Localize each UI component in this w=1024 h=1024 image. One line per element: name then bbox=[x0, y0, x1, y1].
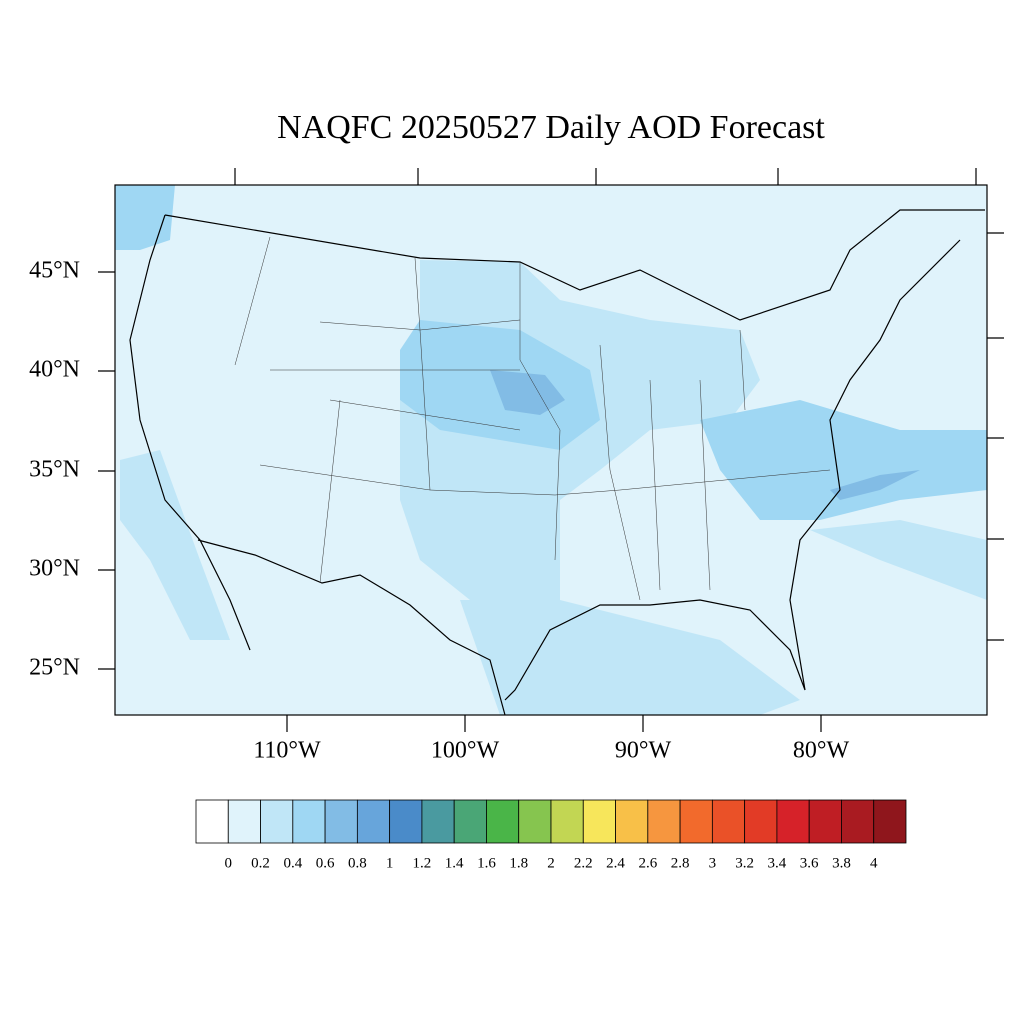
colorbar-box bbox=[227, 799, 261, 844]
map-frame bbox=[114, 184, 988, 716]
colorbar-box bbox=[389, 799, 423, 844]
aod-region bbox=[700, 400, 987, 520]
map bbox=[114, 184, 988, 716]
aod-region bbox=[115, 185, 175, 250]
longitude-label: 100°W bbox=[431, 738, 500, 764]
latitude-label: 30°N bbox=[29, 556, 80, 582]
colorbar-label: 1 bbox=[386, 855, 394, 871]
colorbar-label: 3.8 bbox=[832, 855, 851, 871]
aod-region bbox=[460, 600, 800, 715]
colorbar-box bbox=[453, 799, 487, 844]
aod-region bbox=[490, 370, 565, 415]
longitude-label: 110°W bbox=[253, 738, 321, 764]
colorbar-box bbox=[195, 799, 229, 844]
colorbar-box bbox=[841, 799, 875, 844]
colorbar-label: 3.2 bbox=[735, 855, 754, 871]
colorbar-label: 2.8 bbox=[671, 855, 690, 871]
latitude-label: 45°N bbox=[29, 258, 80, 284]
colorbar-box bbox=[324, 799, 358, 844]
latitude-label: 40°N bbox=[29, 357, 80, 383]
colorbar-box bbox=[356, 799, 391, 844]
colorbar-label: 3.6 bbox=[800, 855, 819, 871]
latitude-label: 25°N bbox=[29, 655, 80, 681]
colorbar-box bbox=[776, 799, 810, 844]
colorbar-label: 2 bbox=[547, 855, 555, 871]
frame-ticks bbox=[98, 168, 1004, 732]
colorbar-label: 2.4 bbox=[606, 855, 625, 871]
colorbar-label: 1.6 bbox=[477, 855, 496, 871]
title: NAQFC 20250527 Daily AOD Forecast bbox=[277, 109, 825, 146]
colorbar-label: 3.4 bbox=[768, 855, 787, 871]
colorbar-label: 3 bbox=[709, 855, 717, 871]
colorbar-box bbox=[582, 799, 616, 844]
colorbar-label: 0.2 bbox=[251, 855, 270, 871]
colorbar-box bbox=[518, 799, 552, 844]
latitude-label: 35°N bbox=[29, 457, 80, 483]
state-borders bbox=[234, 236, 831, 601]
colorbar-label: 1.2 bbox=[413, 855, 432, 871]
aod-region bbox=[830, 470, 920, 500]
longitude-label: 90°W bbox=[615, 738, 672, 764]
colorbar-label: 0 bbox=[225, 855, 233, 871]
colorbar-box bbox=[711, 799, 746, 844]
colorbar-label: 2.6 bbox=[638, 855, 657, 871]
colorbar-label: 0.4 bbox=[283, 855, 302, 871]
colorbar-box bbox=[873, 799, 907, 844]
colorbar-box bbox=[486, 799, 520, 844]
colorbar-label: 0.6 bbox=[316, 855, 335, 871]
colorbar-label: 0.8 bbox=[348, 855, 367, 871]
aod-region bbox=[810, 520, 987, 600]
colorbar-label: 1.8 bbox=[509, 855, 528, 871]
colorbar-box bbox=[647, 799, 681, 844]
colorbar-box bbox=[615, 799, 649, 844]
colorbar-label: 4 bbox=[870, 855, 878, 871]
colorbar-box bbox=[744, 799, 778, 844]
colorbar-box bbox=[421, 799, 455, 844]
colorbar-box bbox=[808, 799, 842, 844]
colorbar-label: 2.2 bbox=[574, 855, 593, 871]
colorbar-box bbox=[550, 799, 584, 844]
aod-region bbox=[120, 450, 230, 640]
colorbar-label: 1.4 bbox=[445, 855, 464, 871]
colorbar-box bbox=[679, 799, 713, 844]
colorbar-box bbox=[292, 799, 326, 844]
coastline bbox=[129, 209, 985, 716]
longitude-label: 80°W bbox=[793, 738, 850, 764]
colorbar-box bbox=[260, 799, 294, 844]
